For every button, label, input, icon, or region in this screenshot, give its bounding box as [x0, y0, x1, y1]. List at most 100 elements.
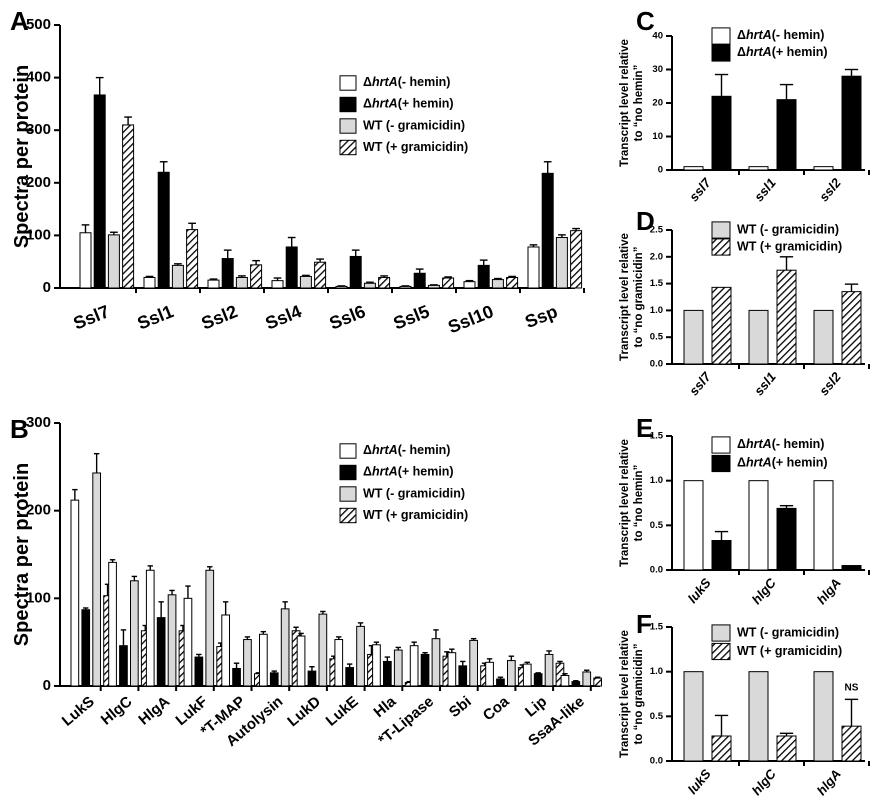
x-tick-label: Ssl7 — [70, 301, 112, 333]
x-tick-label: Ssl1 — [134, 301, 176, 333]
bar-black — [221, 258, 234, 289]
legend-label: WT (+ gramicidin) — [737, 239, 842, 253]
legend-gene: hrtA — [372, 465, 398, 479]
y-tick-label: 0.5 — [650, 332, 664, 343]
legend-label: WT (+ gramicidin) — [737, 644, 842, 658]
bar-black — [349, 255, 362, 289]
bar-gray — [507, 660, 516, 687]
bar-black — [533, 673, 543, 687]
x-tick-label: hlgC — [749, 575, 779, 607]
legend-condition: (- hemin) — [772, 437, 825, 451]
panel-letter: B — [10, 414, 29, 444]
y-tick-label: 20 — [652, 98, 663, 109]
y-axis-label: Spectra per protein — [11, 65, 33, 248]
y-tick-label: 0.0 — [650, 359, 663, 370]
bar-gray — [555, 237, 568, 289]
bar-white — [463, 281, 476, 289]
legend-delta: Δ — [737, 456, 746, 470]
y-tick-label: 1.5 — [650, 431, 664, 442]
bar-white — [221, 614, 231, 687]
bar-hatch — [570, 230, 583, 289]
legend-swatch — [339, 75, 357, 91]
legend-label: WT (+ gramicidin) — [363, 508, 468, 522]
legend-delta: Δ — [737, 45, 746, 59]
bar-black — [383, 660, 392, 687]
bar-white — [683, 166, 704, 171]
bar-white — [399, 285, 412, 289]
x-tick-label: Ssl6 — [326, 301, 368, 333]
bar-hatch — [378, 276, 391, 289]
bar-black — [345, 667, 354, 687]
x-tick-label: HlgC — [98, 693, 136, 729]
x-tick-label: Ssl10 — [445, 301, 496, 337]
bar-black — [232, 667, 241, 687]
x-tick-label: Coa — [480, 693, 513, 725]
x-tick-label: hlgA — [814, 766, 844, 798]
y-axis-label: to “no gramicidin” — [633, 644, 645, 745]
y-axis-label: to “no gramicidin” — [633, 247, 645, 348]
legend-swatch — [711, 44, 731, 62]
bar-white — [145, 569, 155, 687]
legend-label: WT (- gramicidin) — [363, 486, 465, 500]
legend-swatch — [711, 436, 731, 454]
panel-d: D 0.0 0.5 1.0 1.5 2.0 2.5 Transcript level rela… — [619, 206, 870, 399]
panel-letter: D — [636, 206, 655, 236]
y-tick-label: 200 — [26, 502, 51, 519]
bar-white — [79, 232, 92, 289]
legend-condition: (- hemin) — [398, 75, 451, 89]
x-tick-label: LukS — [59, 693, 98, 730]
x-tick-label: Ssp — [522, 301, 560, 332]
panel-c: C 0 10 20 30 40 Transcript level relative to “n… — [619, 6, 870, 204]
legend-condition: (- hemin) — [772, 28, 825, 42]
x-tick-label: hlgC — [749, 766, 779, 798]
bar-gray — [243, 639, 252, 687]
bar-hatch — [776, 735, 797, 762]
bar-black — [413, 272, 426, 289]
legend-label: ΔhrtA(- hemin) — [737, 437, 824, 451]
bar-gray — [582, 671, 592, 687]
legend-label: WT (- gramicidin) — [363, 118, 465, 132]
bar-black — [157, 171, 170, 289]
bar-gray — [299, 275, 312, 289]
bar-hatch — [776, 269, 797, 365]
x-tick-label: Ssl2 — [198, 301, 240, 333]
legend-condition: (- hemin) — [398, 443, 451, 457]
bar-gray — [469, 639, 478, 687]
legend-condition: (+ hemin) — [772, 456, 828, 470]
bar-black — [420, 653, 430, 687]
y-tick-label: 300 — [26, 414, 51, 431]
legend-swatch — [339, 507, 357, 524]
bar-gray — [356, 625, 365, 687]
bar-white — [560, 674, 570, 687]
significance-label: NS — [845, 682, 859, 693]
bar-gray — [491, 279, 504, 289]
legend-label: WT (- gramicidin) — [737, 625, 839, 639]
legend-gene: hrtA — [746, 28, 772, 42]
y-tick-label: 1.5 — [650, 278, 664, 289]
panel-a: A 0 100 200 300 400 500 Spectra per protein Ssl7… — [10, 6, 585, 337]
legend-delta: Δ — [737, 437, 746, 451]
legend: ΔhrtA(- hemin)ΔhrtA(+ hemin)WT (- gramic… — [339, 75, 468, 156]
y-tick-label: 1.0 — [650, 666, 663, 677]
x-tick-label: lukS — [685, 575, 714, 606]
legend-gene: hrtA — [746, 45, 772, 59]
bar-hatch — [841, 725, 862, 762]
bar-black — [541, 172, 554, 289]
bar-black — [776, 507, 797, 571]
bar-white — [372, 644, 381, 687]
y-tick-label: 1.0 — [650, 305, 663, 316]
bar-gray — [235, 276, 248, 289]
y-tick-label: 30 — [652, 64, 663, 75]
x-tick-label: hlgA — [814, 575, 844, 607]
bar-white — [335, 285, 348, 289]
legend-condition: (+ hemin) — [398, 97, 454, 111]
x-tick-label: ssl2 — [816, 369, 844, 399]
bar-hatch — [841, 291, 862, 365]
bar-gray — [167, 594, 177, 687]
legend-label: ΔhrtA(+ hemin) — [737, 456, 828, 470]
y-tick-label: 0.5 — [650, 711, 664, 722]
bar-hatch — [442, 277, 455, 289]
bar-black — [458, 665, 468, 687]
x-tick-label: LukE — [323, 693, 362, 730]
